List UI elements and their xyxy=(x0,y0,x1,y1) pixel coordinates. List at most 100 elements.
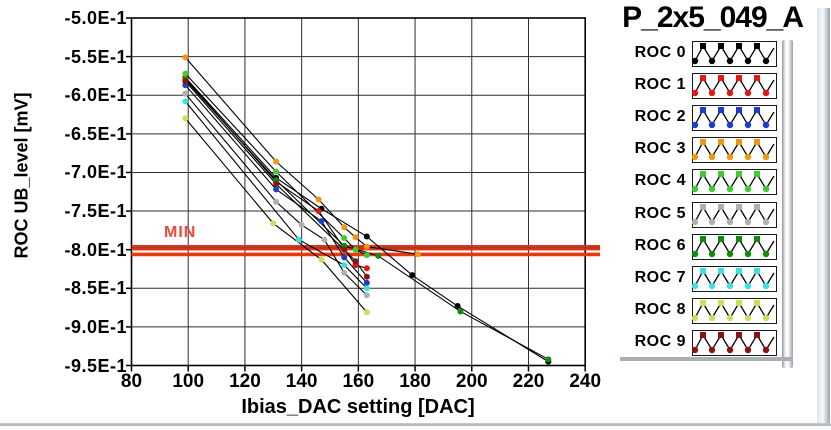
waveform-valley-marker xyxy=(692,186,699,193)
waveform-line xyxy=(694,237,775,255)
legend-item-label: ROC 3 xyxy=(634,140,686,158)
min-cursor-label[interactable]: MIN xyxy=(164,224,197,241)
waveform-peak-marker xyxy=(754,171,760,178)
waveform-peak-marker xyxy=(700,171,706,178)
window-right-border xyxy=(817,8,830,424)
waveform-valley-marker xyxy=(744,89,752,97)
legend-item-label: ROC 6 xyxy=(634,236,686,254)
waveform-valley-marker xyxy=(762,218,770,225)
y-tick-label: -5.0E-1 xyxy=(64,8,127,28)
roc-7-point xyxy=(182,98,189,105)
y-tick-label: -6.0E-1 xyxy=(64,85,127,106)
x-tick-label: 180 xyxy=(399,371,431,392)
waveform-valley-marker xyxy=(762,314,770,321)
waveform-valley-marker xyxy=(692,121,699,129)
waveform-line xyxy=(694,44,775,63)
waveform-peak-marker xyxy=(718,267,724,274)
roc-4-point xyxy=(352,246,359,253)
legend-item-roc-0[interactable]: ROC 0 xyxy=(600,41,780,69)
roc-0-point xyxy=(409,272,416,279)
y-tick-label: -6.5E-1 xyxy=(64,123,127,144)
window-bottom-border xyxy=(0,423,831,426)
roc-2-point xyxy=(273,186,280,193)
roc-7-point xyxy=(295,236,302,243)
waveform-valley-marker xyxy=(744,314,752,321)
waveform-peak-marker xyxy=(754,43,760,49)
waveform-icon xyxy=(692,265,777,292)
roc-4-point xyxy=(273,168,280,175)
waveform-line xyxy=(694,76,775,95)
roc-0-point xyxy=(363,233,370,240)
legend-item-roc-5[interactable]: ROC 5 xyxy=(600,201,780,230)
waveform-peak-marker xyxy=(736,203,742,210)
roc-2-point xyxy=(318,218,325,225)
waveform-valley-marker xyxy=(708,314,716,321)
legend-item-roc-7[interactable]: ROC 7 xyxy=(600,265,780,294)
roc-3-point xyxy=(341,224,348,231)
roc-3-point xyxy=(352,234,359,241)
waveform-peak-marker xyxy=(736,235,742,242)
waveform-peak-marker xyxy=(736,299,742,306)
waveform-icon xyxy=(692,169,777,196)
x-tick-label: 220 xyxy=(512,371,545,392)
waveform-peak-marker xyxy=(718,331,724,338)
waveform-line xyxy=(694,269,775,287)
roc-9-point xyxy=(341,246,348,253)
roc-8-trace xyxy=(184,118,368,313)
roc-9-point xyxy=(182,78,189,85)
y-tick-label: -7.0E-1 xyxy=(64,162,127,183)
roc-5-point xyxy=(273,198,280,205)
legend-item-roc-3[interactable]: ROC 3 xyxy=(600,137,780,165)
waveform-valley-marker xyxy=(708,89,716,97)
roc-9-point xyxy=(352,258,359,265)
roc-8-point xyxy=(318,256,325,263)
x-tick-label: 200 xyxy=(455,371,488,392)
waveform-valley-marker xyxy=(762,121,770,129)
waveform-peak-marker xyxy=(736,331,742,338)
waveform-valley-marker xyxy=(744,57,752,65)
legend-item-roc-4[interactable]: ROC 4 xyxy=(600,169,780,197)
legend-item-roc-1[interactable]: ROC 1 xyxy=(600,73,780,101)
waveform-peak-marker xyxy=(736,107,742,114)
waveform-peak-marker xyxy=(718,107,724,114)
waveform-peak-marker xyxy=(700,203,706,210)
y-tick-label: -7.5E-1 xyxy=(64,201,127,222)
legend-item-roc-8[interactable]: ROC 8 xyxy=(600,297,780,326)
legend-item-roc-9[interactable]: ROC 9 xyxy=(600,329,780,358)
roc-5-point xyxy=(341,269,348,276)
y-axis-title: ROC UB_level [mV] xyxy=(11,92,32,259)
x-axis-title: Ibias_DAC setting [DAC] xyxy=(241,396,475,418)
plot-title: P_2x5_049_A xyxy=(622,1,804,34)
waveform-valley-marker xyxy=(692,314,699,321)
waveform-valley-marker xyxy=(726,282,734,289)
waveform-valley-marker xyxy=(762,346,770,354)
roc-3-point xyxy=(414,251,421,258)
roc-5-point xyxy=(182,90,189,97)
waveform-valley-marker xyxy=(762,89,770,97)
waveform-peak-marker xyxy=(718,43,724,49)
x-tick-label: 100 xyxy=(172,371,205,392)
roc-6-point xyxy=(457,308,464,315)
roc-2-point xyxy=(363,279,370,286)
waveform-valley-marker xyxy=(692,250,699,257)
roc-4-point xyxy=(341,235,348,242)
legend-item-roc-6[interactable]: ROC 6 xyxy=(600,233,780,262)
waveform-peak-marker xyxy=(700,75,706,82)
waveform-line xyxy=(694,205,775,223)
waveform-peak-marker xyxy=(700,43,706,49)
legend-item-roc-2[interactable]: ROC 2 xyxy=(600,105,780,133)
waveform-valley-marker xyxy=(762,154,770,161)
waveform-valley-marker xyxy=(762,282,770,289)
roc-3-point xyxy=(182,54,189,61)
x-tick-label: 80 xyxy=(120,371,143,392)
roc-4-point xyxy=(363,252,370,259)
roc-8-point xyxy=(363,309,370,316)
roc-1-point xyxy=(363,265,370,272)
waveform-peak-marker xyxy=(754,203,760,210)
waveform-valley-marker xyxy=(762,186,770,193)
waveform-valley-marker xyxy=(744,250,752,257)
roc-6-trace xyxy=(184,79,549,360)
waveform-peak-marker xyxy=(754,107,760,114)
